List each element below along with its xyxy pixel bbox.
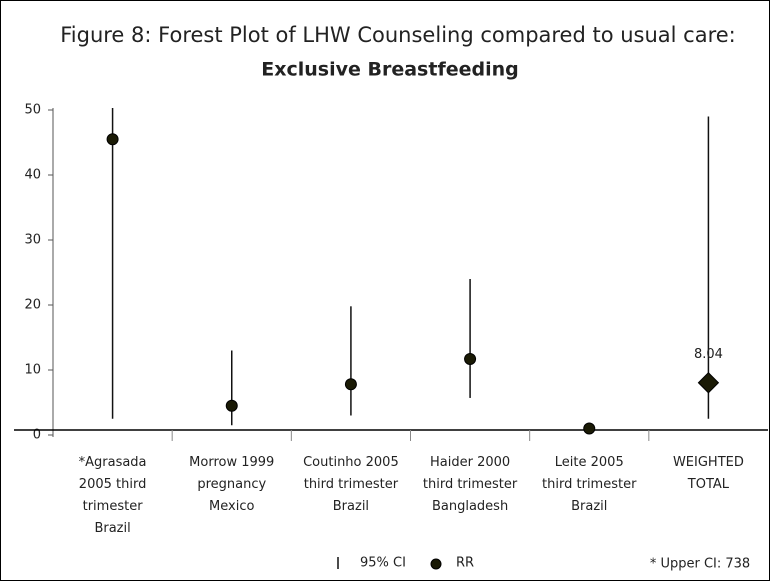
y-tick-label: 50 [24,103,41,118]
x-tick-label-line: TOTAL [687,477,730,492]
x-tick-label-line: Brazil [571,499,607,514]
value-label: 8.04 [694,347,723,362]
x-tick-label-line: *Agrasada [79,455,147,470]
y-tick-label: 40 [24,168,41,183]
y-tick-label: 0 [33,428,41,443]
x-tick-label-line: WEIGHTED [673,455,744,470]
chart-subtitle: Exclusive Breastfeeding [261,59,518,81]
x-tick-label-line: trimester [83,499,144,514]
rr-point [225,399,238,412]
x-tick-label-line: third trimester [304,477,399,492]
legend-rr-label: RR [456,556,474,571]
x-tick-label: Haider 2000 third trimester Bangladesh [423,455,518,514]
y-tick-label: 30 [24,233,41,248]
rr-point [464,352,477,365]
x-tick-label: Morrow 1999 pregnancy Mexico [189,455,274,514]
x-tick-label-line: third trimester [423,477,518,492]
y-tick-label: 20 [24,298,41,313]
x-tick-label: WEIGHTED TOTAL [673,455,744,492]
rr-diamond [697,372,720,394]
rr-point [106,133,119,146]
x-tick-label: Coutinho 2005 third trimester Brazil [303,455,399,514]
legend-ci-label: 95% CI [360,556,406,571]
x-tick-label-line: Leite 2005 [555,455,624,470]
rr-point [344,378,357,391]
plot-area [111,108,710,426]
x-tick-label-line: third trimester [542,477,637,492]
x-tick-label-line: pregnancy [197,477,266,492]
x-tick-label: Leite 2005 third trimester Brazil [542,455,637,514]
y-tick-label: 10 [24,363,41,378]
x-tick-label-line: Mexico [209,499,254,514]
annotation: * Upper CI: 738 [650,557,750,572]
x-tick-label-line: Brazil [94,521,130,536]
chart-title: Figure 8: Forest Plot of LHW Counseling … [60,23,736,47]
rr-point [583,422,596,435]
x-tick-label-line: Brazil [333,499,369,514]
legend-rr-swatch [430,558,442,570]
x-tick-label-line: Bangladesh [432,499,508,514]
x-tick-label: *Agrasada 2005 third trimester Brazil [79,455,147,536]
x-tick-label-line: Morrow 1999 [189,455,274,470]
x-tick-label-line: Coutinho 2005 [303,455,399,470]
x-tick-label-line: 2005 third [79,477,147,492]
x-tick-label-line: Haider 2000 [430,455,510,470]
